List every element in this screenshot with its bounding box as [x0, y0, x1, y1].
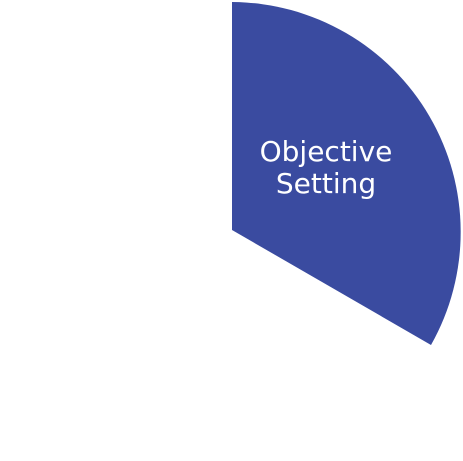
segment-label-line-2: Setting — [276, 167, 376, 200]
objective-setting-segment[interactable] — [232, 2, 461, 345]
segment-label-line-1: Objective — [260, 135, 393, 168]
